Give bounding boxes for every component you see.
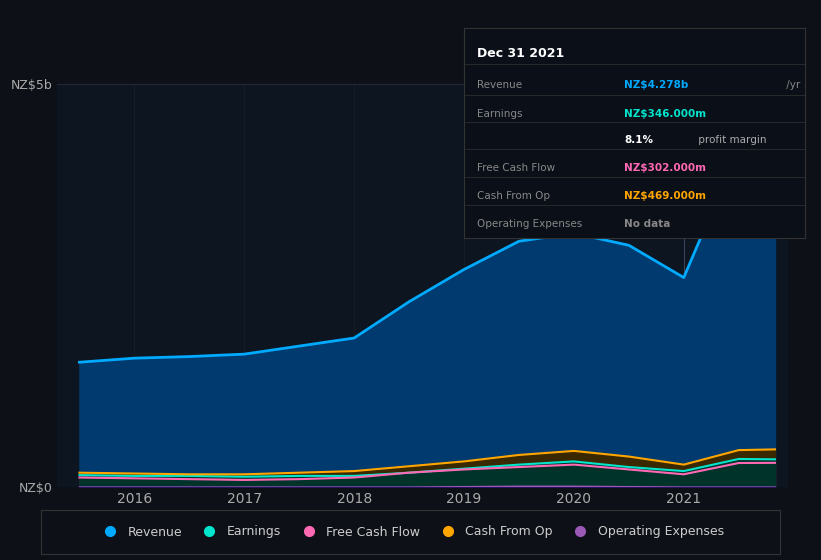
Text: Cash From Op: Cash From Op [478, 191, 551, 200]
Text: /yr: /yr [819, 109, 821, 119]
Text: Earnings: Earnings [478, 109, 523, 119]
Text: /yr: /yr [783, 81, 800, 91]
Text: profit margin: profit margin [695, 135, 766, 145]
Text: 8.1%: 8.1% [624, 135, 653, 145]
Text: NZ$346.000m: NZ$346.000m [624, 109, 706, 119]
Text: NZ$469.000m: NZ$469.000m [624, 191, 706, 200]
Text: NZ$4.278b: NZ$4.278b [624, 81, 688, 91]
Text: Dec 31 2021: Dec 31 2021 [478, 47, 565, 60]
Text: Revenue: Revenue [478, 81, 523, 91]
Text: /yr: /yr [819, 164, 821, 174]
Text: Operating Expenses: Operating Expenses [478, 219, 583, 229]
Legend: Revenue, Earnings, Free Cash Flow, Cash From Op, Operating Expenses: Revenue, Earnings, Free Cash Flow, Cash … [92, 520, 729, 544]
Text: /yr: /yr [819, 191, 821, 200]
Text: Free Cash Flow: Free Cash Flow [478, 164, 556, 174]
Text: NZ$302.000m: NZ$302.000m [624, 164, 706, 174]
Text: No data: No data [624, 219, 671, 229]
